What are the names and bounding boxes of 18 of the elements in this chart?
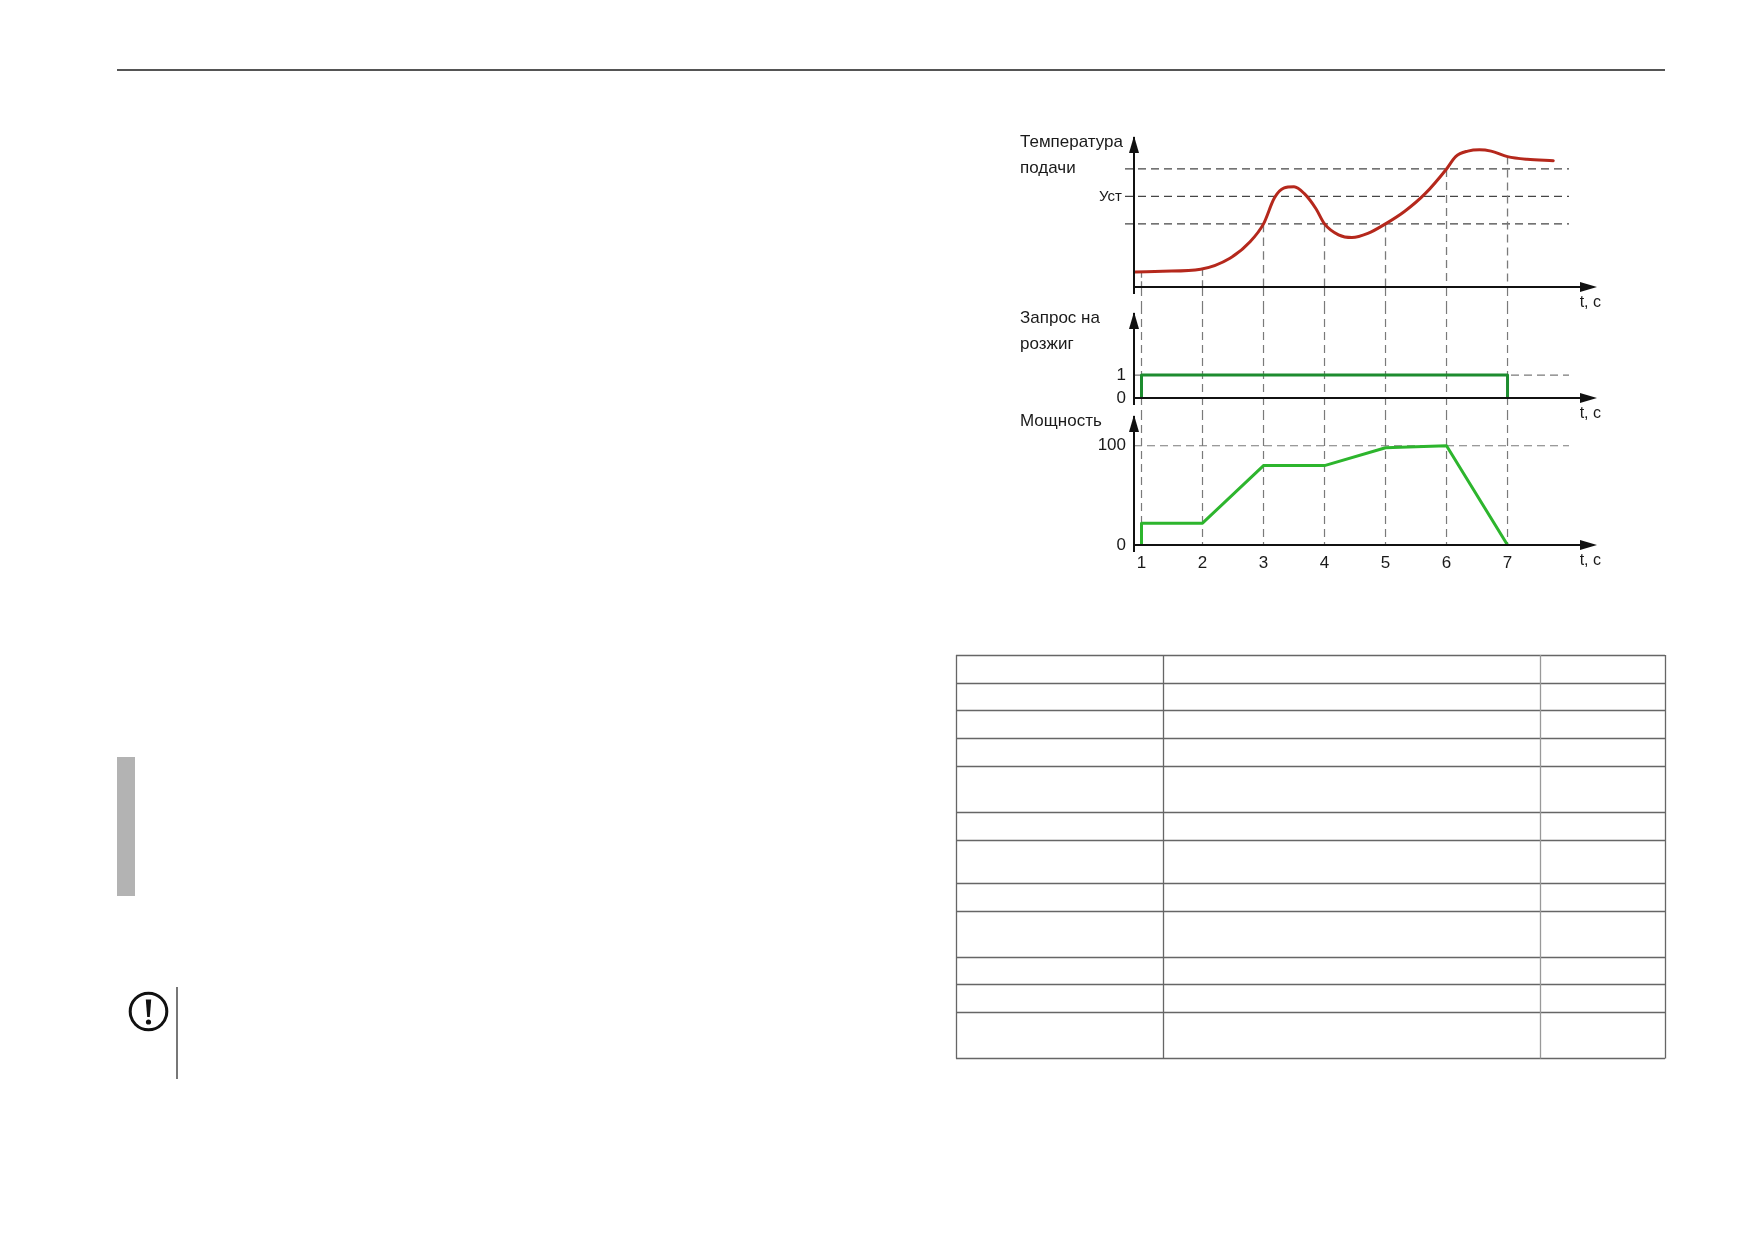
y-axis-title: Температура подачи: [1020, 131, 1124, 177]
x-axis-title: t, с: [1579, 551, 1601, 569]
x-tick-label: 7: [1502, 552, 1513, 572]
x-axis-title: t, с: [1579, 293, 1601, 311]
y-tick-label: 0: [1116, 534, 1126, 554]
x-tick-label: 4: [1319, 552, 1330, 572]
y-tick-label: 1: [1116, 364, 1126, 384]
y-axis-title: Мощность: [1020, 410, 1102, 430]
x-tick-label: 5: [1380, 552, 1391, 572]
y-tick-label: 0: [1116, 387, 1126, 407]
x-tick-label: 6: [1441, 552, 1452, 572]
ref-line-label: Уст: [1099, 186, 1123, 204]
x-tick-label: 1: [1136, 552, 1147, 572]
y-axis-title: Запрос на розжиг: [1020, 307, 1101, 353]
y-tick-label: 100: [1097, 435, 1126, 455]
x-tick-label: 3: [1258, 552, 1269, 572]
x-tick-label: 2: [1197, 552, 1208, 572]
x-axis-title: t, с: [1579, 404, 1601, 422]
